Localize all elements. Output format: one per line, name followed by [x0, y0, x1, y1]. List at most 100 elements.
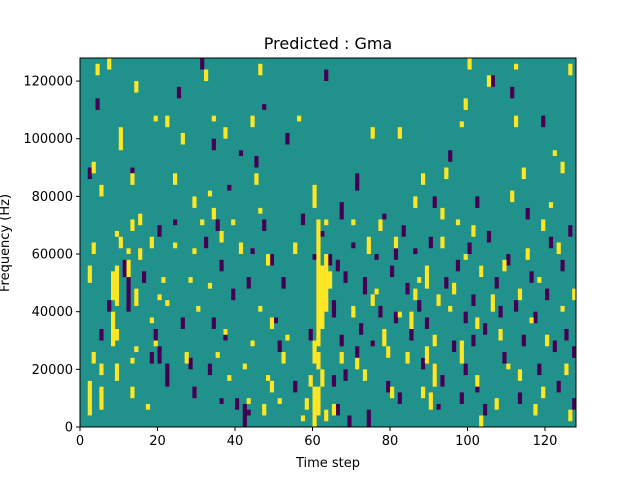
heatmap-cell-high	[207, 190, 213, 197]
heatmap-cell-low	[107, 300, 112, 312]
heatmap-cell-high	[339, 352, 344, 364]
heatmap-cell-high	[87, 265, 92, 283]
heatmap-cell-low	[246, 409, 251, 416]
heatmap-cell-high	[525, 248, 530, 260]
heatmap-cell-high	[184, 352, 189, 364]
heatmap-cell-high	[413, 288, 418, 301]
heatmap-cell-low	[328, 254, 333, 266]
heatmap-cell-low	[467, 242, 472, 255]
heatmap-cell-low	[359, 323, 364, 335]
heatmap-cell-high	[552, 150, 557, 157]
heatmap-cell-high	[138, 213, 143, 226]
heatmap-cell-high	[285, 334, 290, 341]
heatmap-cell-high	[316, 219, 321, 347]
heatmap-cell-high	[514, 63, 519, 70]
heatmap-cell-low	[537, 363, 542, 376]
heatmap-cell-low	[545, 288, 550, 301]
heatmap-cell-high	[510, 190, 515, 203]
heatmap-cell-high	[374, 288, 379, 295]
heatmap-cell-high	[130, 357, 135, 364]
heatmap-cell-high	[355, 357, 360, 370]
heatmap-cell-low	[188, 357, 193, 370]
heatmap-cell-low	[235, 398, 240, 410]
heatmap-cell-high	[440, 207, 445, 220]
heatmap-cell-low	[378, 305, 383, 318]
heatmap-cell-low	[122, 259, 127, 278]
heatmap-cell-low	[246, 277, 251, 289]
x-tick-label: 0	[76, 434, 84, 449]
heatmap-cell-high	[541, 219, 546, 231]
heatmap-cell-high	[455, 219, 461, 226]
heatmap-cell-low	[409, 328, 414, 341]
heatmap-cell-low	[541, 115, 546, 128]
heatmap-cell-low	[335, 403, 340, 416]
heatmap-cell-low	[525, 207, 530, 220]
heatmap-cell-high	[475, 375, 480, 387]
heatmap-cell-high	[397, 311, 402, 318]
heatmap-cell-high	[114, 328, 120, 341]
heatmap-cell-high	[514, 115, 519, 128]
heatmap-cell-low	[285, 132, 290, 145]
heatmap-cell-low	[386, 380, 391, 393]
heatmap-cell-low	[471, 334, 476, 347]
heatmap-cell-high	[436, 294, 441, 306]
heatmap-cell-low	[564, 328, 569, 341]
heatmap-cell-low	[455, 259, 461, 272]
heatmap-cell-high	[424, 346, 430, 364]
heatmap-cell-low	[219, 398, 224, 404]
x-tick-label: 100	[455, 434, 480, 449]
heatmap-cell-high	[548, 202, 554, 208]
heatmap-cell-low	[401, 225, 406, 237]
heatmap-cell-low	[440, 375, 445, 387]
heatmap-cell-low	[483, 403, 488, 416]
heatmap-cell-low	[548, 236, 554, 249]
heatmap-cell-low	[300, 213, 306, 226]
y-tick-label: 20000	[32, 363, 73, 378]
heatmap-cell-high	[568, 63, 573, 76]
heatmap-cell-high	[459, 340, 464, 364]
y-tick-label: 0	[65, 421, 73, 436]
heatmap-cell-high	[207, 282, 213, 289]
heatmap-cell-low	[207, 363, 213, 376]
heatmap-cell-high	[393, 236, 399, 249]
heatmap-cell-low	[157, 225, 162, 237]
heatmap-cell-high	[107, 58, 112, 70]
heatmap-cell-high	[114, 363, 120, 381]
heatmap-cell-high	[91, 161, 96, 174]
heatmap-cell-high	[250, 340, 255, 347]
heatmap-cell-low	[320, 230, 325, 237]
heatmap-cell-high	[502, 259, 507, 272]
heatmap-cell-low	[262, 104, 267, 110]
heatmap-cell-low	[428, 236, 433, 249]
heatmap-cell-high	[118, 127, 123, 151]
heatmap-cell-high	[87, 380, 92, 416]
heatmap-cell-high	[498, 328, 503, 341]
heatmap-cell-high	[114, 230, 120, 237]
heatmap-cell-high	[390, 386, 395, 399]
heatmap-cell-high	[99, 184, 104, 197]
heatmap-cell-high	[560, 305, 565, 312]
heatmap-cell-low	[242, 403, 247, 427]
heatmap-cell-low	[370, 340, 375, 347]
heatmap-cell-low	[95, 98, 100, 110]
y-tick-label: 100000	[23, 132, 73, 147]
heatmap-cell-low	[471, 294, 476, 306]
heatmap-cell-low	[475, 196, 480, 208]
heatmap-cell-high	[428, 392, 433, 410]
heatmap-cell-high	[269, 380, 275, 393]
heatmap-cell-high	[215, 352, 220, 358]
heatmap-cell-low	[514, 300, 519, 312]
heatmap-cell-high	[541, 386, 546, 399]
heatmap-cell-low	[277, 340, 282, 353]
heatmap-cell-high	[452, 282, 457, 295]
heatmap-cell-low	[506, 254, 511, 266]
heatmap-cell-low	[231, 288, 236, 301]
heatmap-cell-high	[130, 386, 135, 399]
heatmap-cell-low	[339, 334, 344, 347]
heatmap-cell-high	[250, 115, 255, 128]
heatmap-cell-high	[494, 398, 499, 410]
heatmap-cell-high	[111, 271, 116, 301]
heatmap-cell-low	[254, 156, 259, 168]
heatmap-cell-low	[417, 300, 422, 312]
heatmap-cell-high	[211, 207, 216, 220]
